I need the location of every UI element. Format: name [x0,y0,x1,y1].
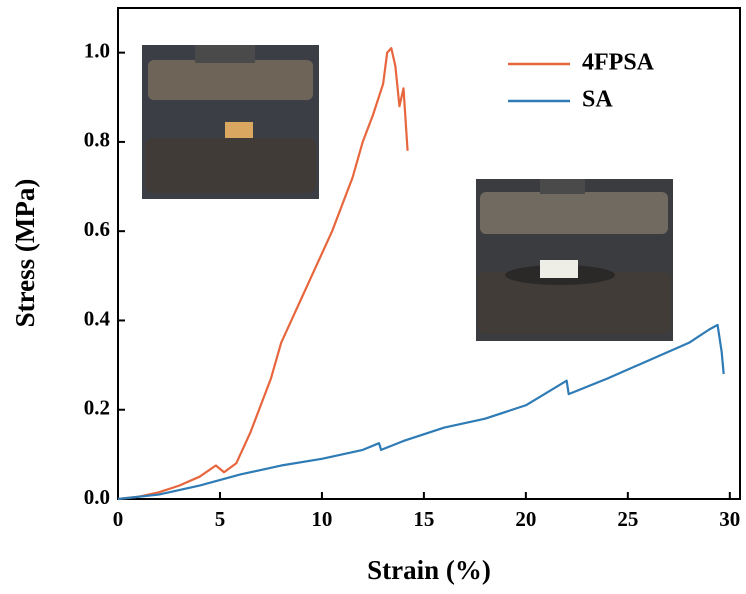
y-tick-label: 1.0 [84,38,110,62]
x-tick-label: 10 [311,507,332,531]
legend-label: 4FPSA [582,50,655,76]
x-tick-label: 15 [413,507,434,531]
x-axis-label: Strain (%) [367,555,491,585]
x-tick-label: 20 [515,507,536,531]
y-tick-label: 0.4 [84,306,111,330]
inset-photo-sa [476,179,673,341]
y-tick-label: 0.8 [84,128,110,152]
x-tick-label: 30 [719,507,740,531]
x-tick-label: 0 [113,507,124,531]
data-line [117,47,409,501]
y-axis-label: Stress (MPa) [10,179,40,328]
inset-photo-4fpsa [142,45,319,199]
y-tick-label: 0.2 [84,396,110,420]
x-tick-label: 25 [617,507,638,531]
x-tick-label: 5 [215,507,226,531]
y-tick-label: 0.0 [84,485,110,509]
y-tick-label: 0.6 [84,217,110,241]
plot-frame [117,7,741,500]
legend-label: SA [582,87,613,113]
data-line [117,323,725,501]
